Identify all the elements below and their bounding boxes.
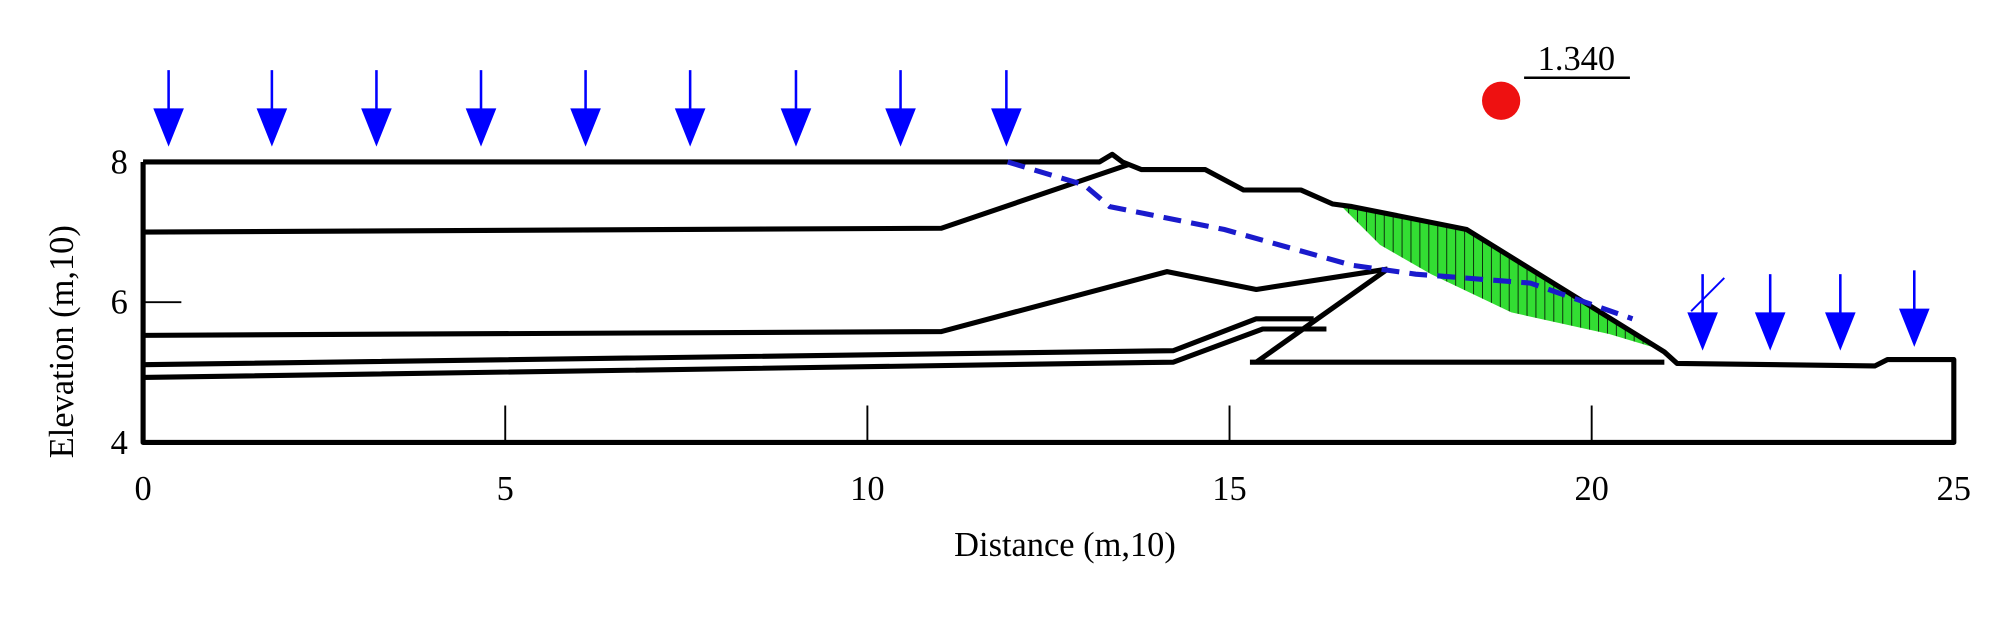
slip-center xyxy=(1482,81,1521,120)
model-boundary xyxy=(140,151,1957,446)
layer-boundary xyxy=(143,162,1130,235)
phreatic-line xyxy=(1006,159,1634,322)
y-tick-label: 8 xyxy=(111,143,128,181)
x-tick-label: 20 xyxy=(1574,470,1608,508)
x-tick-label: 0 xyxy=(134,470,151,508)
layer-boundary xyxy=(143,316,1314,368)
x-tick-label: 25 xyxy=(1937,470,1971,508)
y-axis-label: Elevation (m,10) xyxy=(43,225,81,458)
x-tick-label: 15 xyxy=(1212,470,1246,508)
load-line xyxy=(1690,277,1725,312)
x-tick-label: 5 xyxy=(497,470,514,508)
layer-boundary xyxy=(143,326,1327,380)
y-tick-label: 4 xyxy=(111,424,128,462)
layer-boundary xyxy=(143,266,1389,338)
slope-geometry xyxy=(140,151,1957,446)
factor-of-safety: 1.340 xyxy=(1538,40,1615,78)
x-axis-label: Distance (m,10) xyxy=(954,526,1176,564)
surface-loads xyxy=(152,68,1931,352)
y-tick-label: 6 xyxy=(111,284,128,322)
x-tick-label: 10 xyxy=(850,470,884,508)
layer-boundary xyxy=(1254,266,1390,365)
